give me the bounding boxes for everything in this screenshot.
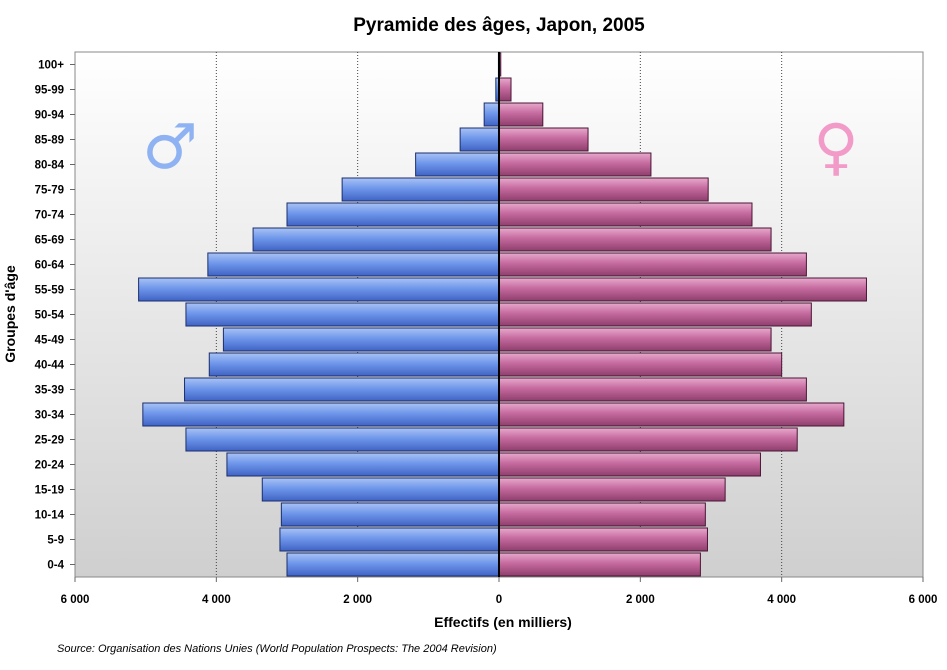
age-label-30-34: 30-34: [35, 410, 65, 422]
age-label-80-84: 80-84: [35, 160, 65, 172]
x-tick-label: 6 000: [909, 594, 938, 606]
female-bar-85-89: [498, 127, 589, 152]
age-label-5-9: 5-9: [47, 535, 64, 547]
male-bar-40-44: [208, 352, 500, 377]
female-bar-20-24: [498, 452, 761, 477]
age-label-50-54: 50-54: [35, 310, 65, 322]
female-bar-90-94: [498, 102, 544, 127]
female-bar-55-59: [498, 277, 867, 302]
age-label-55-59: 55-59: [35, 285, 64, 297]
male-bar-35-39: [184, 377, 500, 402]
male-bar-0-4: [286, 552, 500, 577]
female-bar-5-9: [498, 527, 708, 552]
female-bar-10-14: [498, 502, 706, 527]
male-bar-50-54: [185, 302, 500, 327]
male-bar-60-64: [207, 252, 500, 277]
age-label-40-44: 40-44: [35, 360, 65, 372]
male-bar-70-74: [286, 202, 500, 227]
male-bar-10-14: [280, 502, 500, 527]
age-label-90-94: 90-94: [35, 110, 65, 122]
age-label-0-4: 0-4: [47, 560, 64, 572]
female-symbol-icon: ♀: [813, 110, 858, 183]
age-group-labels: 0-4 5-9 10-14 15-19 20-24 25-29 30-34 35-39 40-4…: [35, 60, 75, 572]
female-bar-95-99: [498, 77, 512, 102]
age-label-35-39: 35-39: [35, 385, 64, 397]
male-bar-30-34: [142, 402, 500, 427]
age-label-10-14: 10-14: [35, 510, 65, 522]
male-bar-45-49: [222, 327, 500, 352]
age-label-100+: 100+: [38, 60, 64, 72]
age-label-85-89: 85-89: [35, 135, 64, 147]
x-tick-label: 4 000: [202, 594, 231, 606]
male-bar-85-89: [459, 127, 500, 152]
age-label-45-49: 45-49: [35, 335, 64, 347]
age-label-65-69: 65-69: [35, 235, 64, 247]
female-bar-65-69: [498, 227, 772, 252]
x-tick-label: 6 000: [61, 594, 90, 606]
female-bar-40-44: [498, 352, 783, 377]
x-axis-label: Effectifs (en milliers): [434, 614, 572, 630]
male-bar-20-24: [226, 452, 500, 477]
male-bar-65-69: [252, 227, 500, 252]
x-tick-label: 2 000: [626, 594, 655, 606]
female-bar-15-19: [498, 477, 726, 502]
female-bar-80-84: [498, 152, 652, 177]
source-note: Source: Organisation des Nations Unies (…: [57, 643, 497, 655]
age-label-95-99: 95-99: [35, 85, 64, 97]
male-bar-5-9: [279, 527, 500, 552]
chart-title: Pyramide des âges, Japon, 2005: [353, 15, 645, 36]
age-label-15-19: 15-19: [35, 485, 64, 497]
x-tick-label: 0: [496, 594, 502, 606]
age-label-25-29: 25-29: [35, 435, 64, 447]
male-symbol-icon: ♂: [142, 110, 198, 183]
female-bar-60-64: [498, 252, 807, 277]
female-bar-30-34: [498, 402, 845, 427]
age-label-20-24: 20-24: [35, 460, 65, 472]
female-bar-0-4: [498, 552, 701, 577]
age-label-70-74: 70-74: [35, 210, 65, 222]
female-bar-70-74: [498, 202, 753, 227]
female-bar-75-79: [498, 177, 709, 202]
y-axis-label: Groupes d'âge: [2, 265, 18, 363]
male-bar-90-94: [483, 102, 500, 127]
female-bar-35-39: [498, 377, 807, 402]
male-bar-15-19: [261, 477, 500, 502]
age-label-60-64: 60-64: [35, 260, 65, 272]
x-tick-labels: 6 000 4 000 2 000 0 2 000 4 000 6 000: [61, 577, 938, 606]
x-tick-label: 2 000: [343, 594, 372, 606]
female-bar-25-29: [498, 427, 798, 452]
female-bar-45-49: [498, 327, 772, 352]
female-bar-50-54: [498, 302, 812, 327]
male-bar-75-79: [341, 177, 500, 202]
bars-group: [138, 52, 867, 577]
male-bar-25-29: [185, 427, 500, 452]
x-tick-label: 4 000: [767, 594, 796, 606]
male-bar-55-59: [138, 277, 500, 302]
age-label-75-79: 75-79: [35, 185, 64, 197]
male-bar-80-84: [415, 152, 500, 177]
grid-lines: [215, 52, 783, 577]
